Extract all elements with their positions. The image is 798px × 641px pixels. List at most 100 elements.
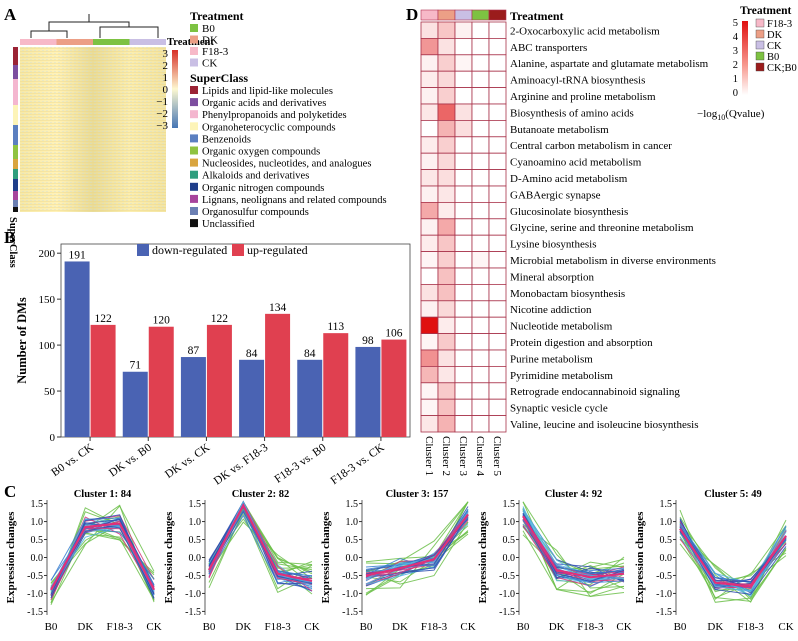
- x-tick-label: F18-3: [738, 621, 765, 633]
- treatment-strip-label: Treatment: [510, 9, 564, 23]
- heatmap-cell: [488, 185, 507, 203]
- heatmap-cell: [420, 21, 439, 39]
- heatmap-cell: [437, 185, 456, 203]
- heatmap-cell: [420, 333, 439, 351]
- superclass-bar-segment: [13, 65, 18, 79]
- bar-value-label: 120: [153, 315, 171, 327]
- x-tick-label: B0: [203, 621, 216, 633]
- y-tick-label: 0.0: [31, 553, 44, 564]
- heatmap-cell: [437, 70, 456, 88]
- heatmap-cell: [471, 267, 490, 285]
- heatmap-cell: [420, 185, 439, 203]
- cluster-panel: Cluster 3: 157 Expression changes -1.5 -1.0…: [320, 489, 476, 633]
- heatmap-cell: [454, 398, 473, 417]
- y-tick-label: -1.0: [656, 589, 672, 600]
- superclass-legend-swatch: [190, 194, 198, 203]
- heatmap-cell: [420, 398, 439, 417]
- heatmap-cell: [488, 316, 507, 335]
- heatmap-cell: [471, 382, 490, 400]
- bar-value-label: 122: [211, 313, 229, 325]
- legend-label: down-regulated: [152, 243, 227, 257]
- heatmap-cell: [454, 251, 473, 269]
- cluster-title: Cluster 1: 84: [74, 489, 132, 500]
- y-tick-label: 100: [39, 340, 56, 352]
- heatmap-cell: [471, 349, 490, 367]
- y-tick-label: 1.0: [31, 517, 44, 528]
- heatmap-cell: [454, 267, 473, 285]
- y-tick-label: 0.0: [346, 553, 359, 564]
- superclass-bar-segment: [13, 145, 18, 159]
- treatment-legend-label: F18-3: [202, 46, 229, 58]
- panel-letter-b: B: [4, 228, 15, 247]
- y-tick-label: -0.5: [499, 571, 515, 582]
- heatmap-cell: [420, 218, 439, 236]
- y-tick-label: 1.5: [31, 499, 44, 510]
- heatmap-cell: [454, 54, 473, 72]
- heatmap-cell: [471, 185, 490, 203]
- pathway-label: Arginine and proline metabolism: [510, 91, 656, 103]
- pathway-label: 2-Oxocarboxylic acid metabolism: [510, 25, 660, 37]
- heatmap-cell: [471, 316, 490, 335]
- bar-value-label: 106: [385, 328, 403, 340]
- column-label: Cluster 3: [457, 436, 469, 477]
- heatmap-cell: [488, 120, 507, 138]
- qvalue-scale-tick: 1: [733, 74, 738, 85]
- heatmap-cell: [420, 283, 439, 302]
- pathway-label: Glycine, serine and threonine metabolism: [510, 222, 694, 234]
- treatment-legend-title: Treatment: [740, 5, 791, 17]
- heatmap-cell: [471, 54, 490, 72]
- heatmap-cell: [454, 103, 473, 121]
- superclass-legend-label: Organic nitrogen compounds: [202, 183, 324, 194]
- y-tick-label: -1.0: [27, 589, 43, 600]
- treatment-strip-cell: [420, 9, 439, 21]
- bar-up-regulated: [90, 324, 116, 437]
- heatmap-cell: [488, 382, 507, 400]
- trajectory-line: [522, 509, 625, 597]
- x-tick-label: DK: [549, 621, 565, 633]
- trajectory-line: [365, 515, 469, 579]
- bar-up-regulated: [381, 339, 407, 437]
- heatmap-cell: [488, 398, 507, 417]
- y-axis-title: Expression changes: [5, 511, 17, 604]
- column-label: Cluster 4: [474, 436, 486, 477]
- panel-letter-a: A: [4, 5, 17, 24]
- superclass-bar-segment: [13, 47, 18, 65]
- superclass-legend-label: Organic oxygen compounds: [202, 147, 320, 158]
- heatmap-cell: [420, 87, 439, 105]
- heatmap-cell: [437, 38, 456, 56]
- superclass-legend-swatch: [190, 146, 198, 155]
- x-tick-label: F18-3: [265, 621, 292, 633]
- scale-tick-label: 1: [163, 72, 169, 84]
- heatmap-cell: [454, 38, 473, 56]
- heatmap-cell: [454, 333, 473, 351]
- treatment-strip-cell: [471, 9, 490, 21]
- heatmap-cell: [471, 120, 490, 138]
- heatmap-cell: [420, 136, 439, 154]
- treatment-legend-title: Treatment: [190, 9, 244, 23]
- treatment-legend-label: B0: [202, 23, 215, 35]
- heatmap-cell: [471, 169, 490, 187]
- bar-value-label: 122: [94, 313, 112, 325]
- y-tick-label: 200: [39, 248, 56, 260]
- y-tick-label: 0.5: [660, 535, 673, 546]
- heatmap-cell: [437, 398, 456, 417]
- y-axis-title: Expression changes: [163, 511, 175, 604]
- superclass-legend-swatch: [190, 98, 198, 107]
- column-dendrogram: [30, 14, 159, 38]
- heatmap-cell: [471, 300, 490, 318]
- bar-up-regulated: [206, 324, 232, 437]
- superclass-bar-segment: [13, 200, 18, 207]
- x-tick-label: DK vs. CK: [163, 441, 213, 481]
- pathway-label: GABAergic synapse: [510, 189, 601, 201]
- heatmap-cell: [437, 152, 456, 170]
- y-tick-label: -1.0: [342, 589, 358, 600]
- treatment-legend-label: F18-3: [767, 19, 792, 30]
- treatment-legend-label: CK;B0: [767, 63, 797, 74]
- heatmap-cell: [488, 103, 507, 121]
- heatmap-cell: [437, 283, 456, 302]
- heatmap-cell: [437, 365, 456, 384]
- trajectory-line: [365, 501, 469, 579]
- heatmap-cell: [471, 283, 490, 302]
- panel-b-bar-chart: 0 50 100 150 200 Number of DMs 191 122 B0 vs. CK…: [15, 243, 411, 488]
- superclass-legend-label: Alkaloids and derivatives: [202, 171, 309, 182]
